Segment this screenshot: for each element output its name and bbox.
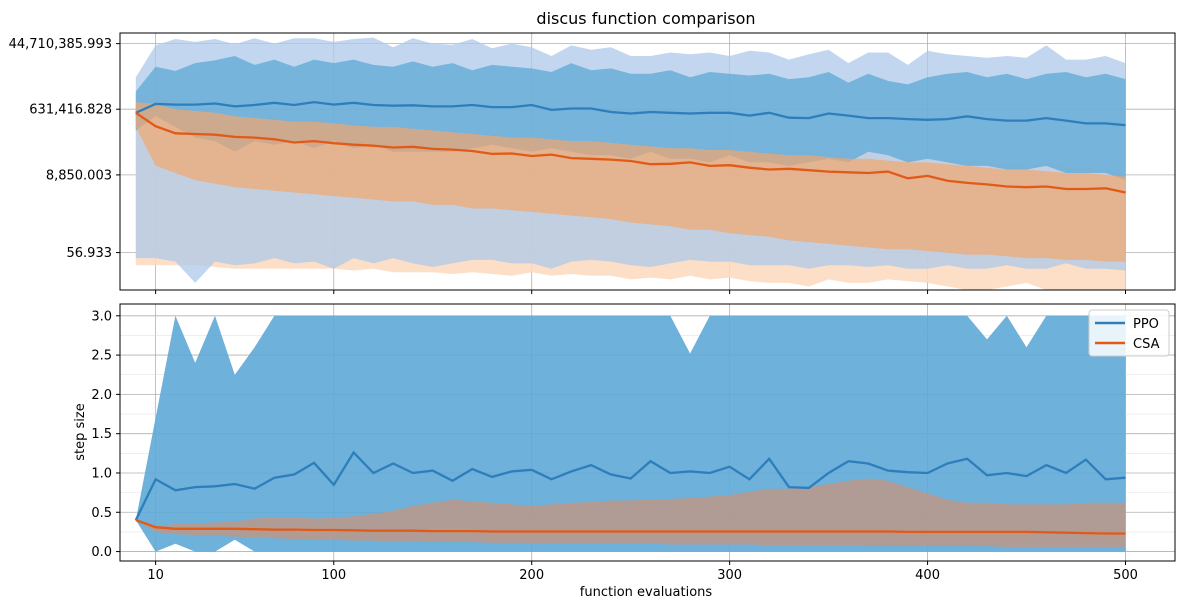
bottom-bands	[135, 315, 1126, 552]
legend-box	[1088, 309, 1170, 357]
bottom-line-ppo	[134, 450, 1126, 521]
top-band-inner-ppo	[135, 56, 1126, 181]
bottom-line-csa	[135, 519, 1126, 535]
bottom-xtick-label-0: 10	[147, 568, 164, 583]
bottom-ytick-label-3: 1.5	[91, 427, 112, 442]
bottom-y-ticks: 0.0 0.5 1.0 1.5 2.0 2.5 3.0	[91, 309, 120, 560]
bottom-xtick-label-2: 200	[519, 568, 544, 583]
bottom-ytick-label-0: 0.0	[91, 545, 112, 560]
bottom-ytick-label-2: 1.0	[91, 466, 112, 481]
bottom-panel: 0.00.51.01.52.02.53.0 10 100 200 300 400 500 …	[73, 303, 1176, 600]
bottom-ytick-label-4: 2.0	[91, 388, 112, 403]
top-line-ppo	[135, 100, 1126, 127]
y-axis-label: step size	[73, 403, 88, 460]
top-ytick-label-1: 8,850.003	[46, 168, 112, 183]
bottom-axes-frame	[119, 303, 1176, 562]
top-line-csa	[135, 111, 1126, 194]
top-bands	[135, 37, 1126, 290]
bottom-ytick-label-5: 2.5	[91, 349, 112, 364]
legend-label-ppo: PPO	[1133, 317, 1159, 332]
top-ytick-label-0: 56.933	[67, 246, 113, 261]
legend-label-csa: CSA	[1133, 337, 1160, 352]
bottom-xtick-label-1: 100	[321, 568, 346, 583]
bottom-x-ticks: 10 100 200 300 400 500	[147, 561, 1138, 583]
bottom-xtick-label-4: 400	[915, 568, 940, 583]
legend: PPO CSA	[1088, 309, 1170, 357]
top-panel: discus function comparison 56.933 8,850.0…	[9, 9, 1176, 294]
x-axis-label: function evaluations	[580, 585, 713, 600]
top-y-ticks: 56.933 8,850.003 631,416.828 44,710,385.993	[9, 37, 120, 261]
bottom-ytick-label-6: 3.0	[91, 309, 112, 324]
top-axes-frame	[119, 32, 1176, 291]
chart-title: discus function comparison	[536, 9, 755, 28]
top-lines	[135, 100, 1126, 194]
bottom-ytick-label-1: 0.5	[91, 506, 112, 521]
top-x-ticks	[155, 290, 1127, 294]
bottom-lines	[134, 450, 1126, 535]
bottom-xtick-label-3: 300	[717, 568, 742, 583]
top-ytick-label-2: 631,416.828	[29, 103, 112, 118]
top-ytick-label-3: 44,710,385.993	[9, 37, 112, 52]
bottom-xtick-label-5: 500	[1113, 568, 1138, 583]
top-band-inner-csa	[135, 102, 1126, 262]
